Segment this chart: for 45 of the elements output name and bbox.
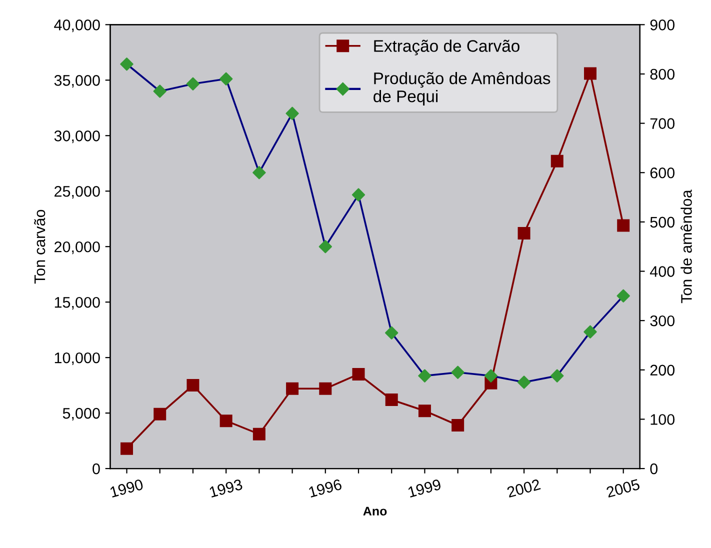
point <box>385 393 398 406</box>
point <box>418 404 431 418</box>
point <box>518 227 530 240</box>
point <box>220 414 232 428</box>
y2-axis-title: Ton de amêndoa <box>680 190 692 304</box>
x-tick-label: 1993 <box>209 478 243 498</box>
x-tick-label: 1990 <box>110 478 144 498</box>
y2-tick-label: 500 <box>650 216 675 228</box>
y-tick-label: 15,000 <box>54 296 100 310</box>
y2-tick-label: 0 <box>650 463 658 474</box>
point <box>452 419 464 432</box>
y2-tick-label: 800 <box>650 68 675 80</box>
y-tick-label: 40,000 <box>54 20 100 32</box>
point <box>286 382 299 395</box>
y-axis-title: Ton carvão <box>34 210 46 284</box>
y-tick-label: 20,000 <box>54 241 100 254</box>
y2-tick-label: 700 <box>650 118 675 129</box>
x-axis-title: Ano <box>363 506 387 516</box>
point <box>252 428 266 440</box>
y-tick-label: 5,000 <box>62 408 100 421</box>
y-tick-label: 0 <box>92 463 100 474</box>
x-tick-label: 2002 <box>506 478 541 498</box>
legend-label: Produção de Amêndoas de Pequi <box>374 72 550 106</box>
point <box>550 154 564 168</box>
point <box>186 379 200 392</box>
y2-tick-label: 400 <box>650 266 675 277</box>
y2-tick-label: 200 <box>650 364 675 376</box>
y-tick-label: 10,000 <box>54 352 100 366</box>
legend-label: Extração de Carvão <box>374 40 520 56</box>
point <box>120 442 134 455</box>
x-tick-label: 1996 <box>308 478 342 498</box>
point <box>584 67 596 80</box>
y2-tick-label: 300 <box>650 315 675 326</box>
x-tick-label: 1999 <box>408 478 442 498</box>
point <box>319 382 332 395</box>
x-tick-label: 2005 <box>606 478 640 498</box>
point <box>617 219 630 232</box>
y-tick-label: 25,000 <box>54 186 100 199</box>
point <box>154 408 166 420</box>
y-tick-label: 30,000 <box>54 130 100 144</box>
y-tick-label: 35,000 <box>54 75 100 88</box>
y2-tick-label: 600 <box>650 167 675 178</box>
y2-tick-label: 100 <box>650 414 675 425</box>
y2-tick-label: 900 <box>650 20 675 30</box>
point <box>352 368 365 380</box>
